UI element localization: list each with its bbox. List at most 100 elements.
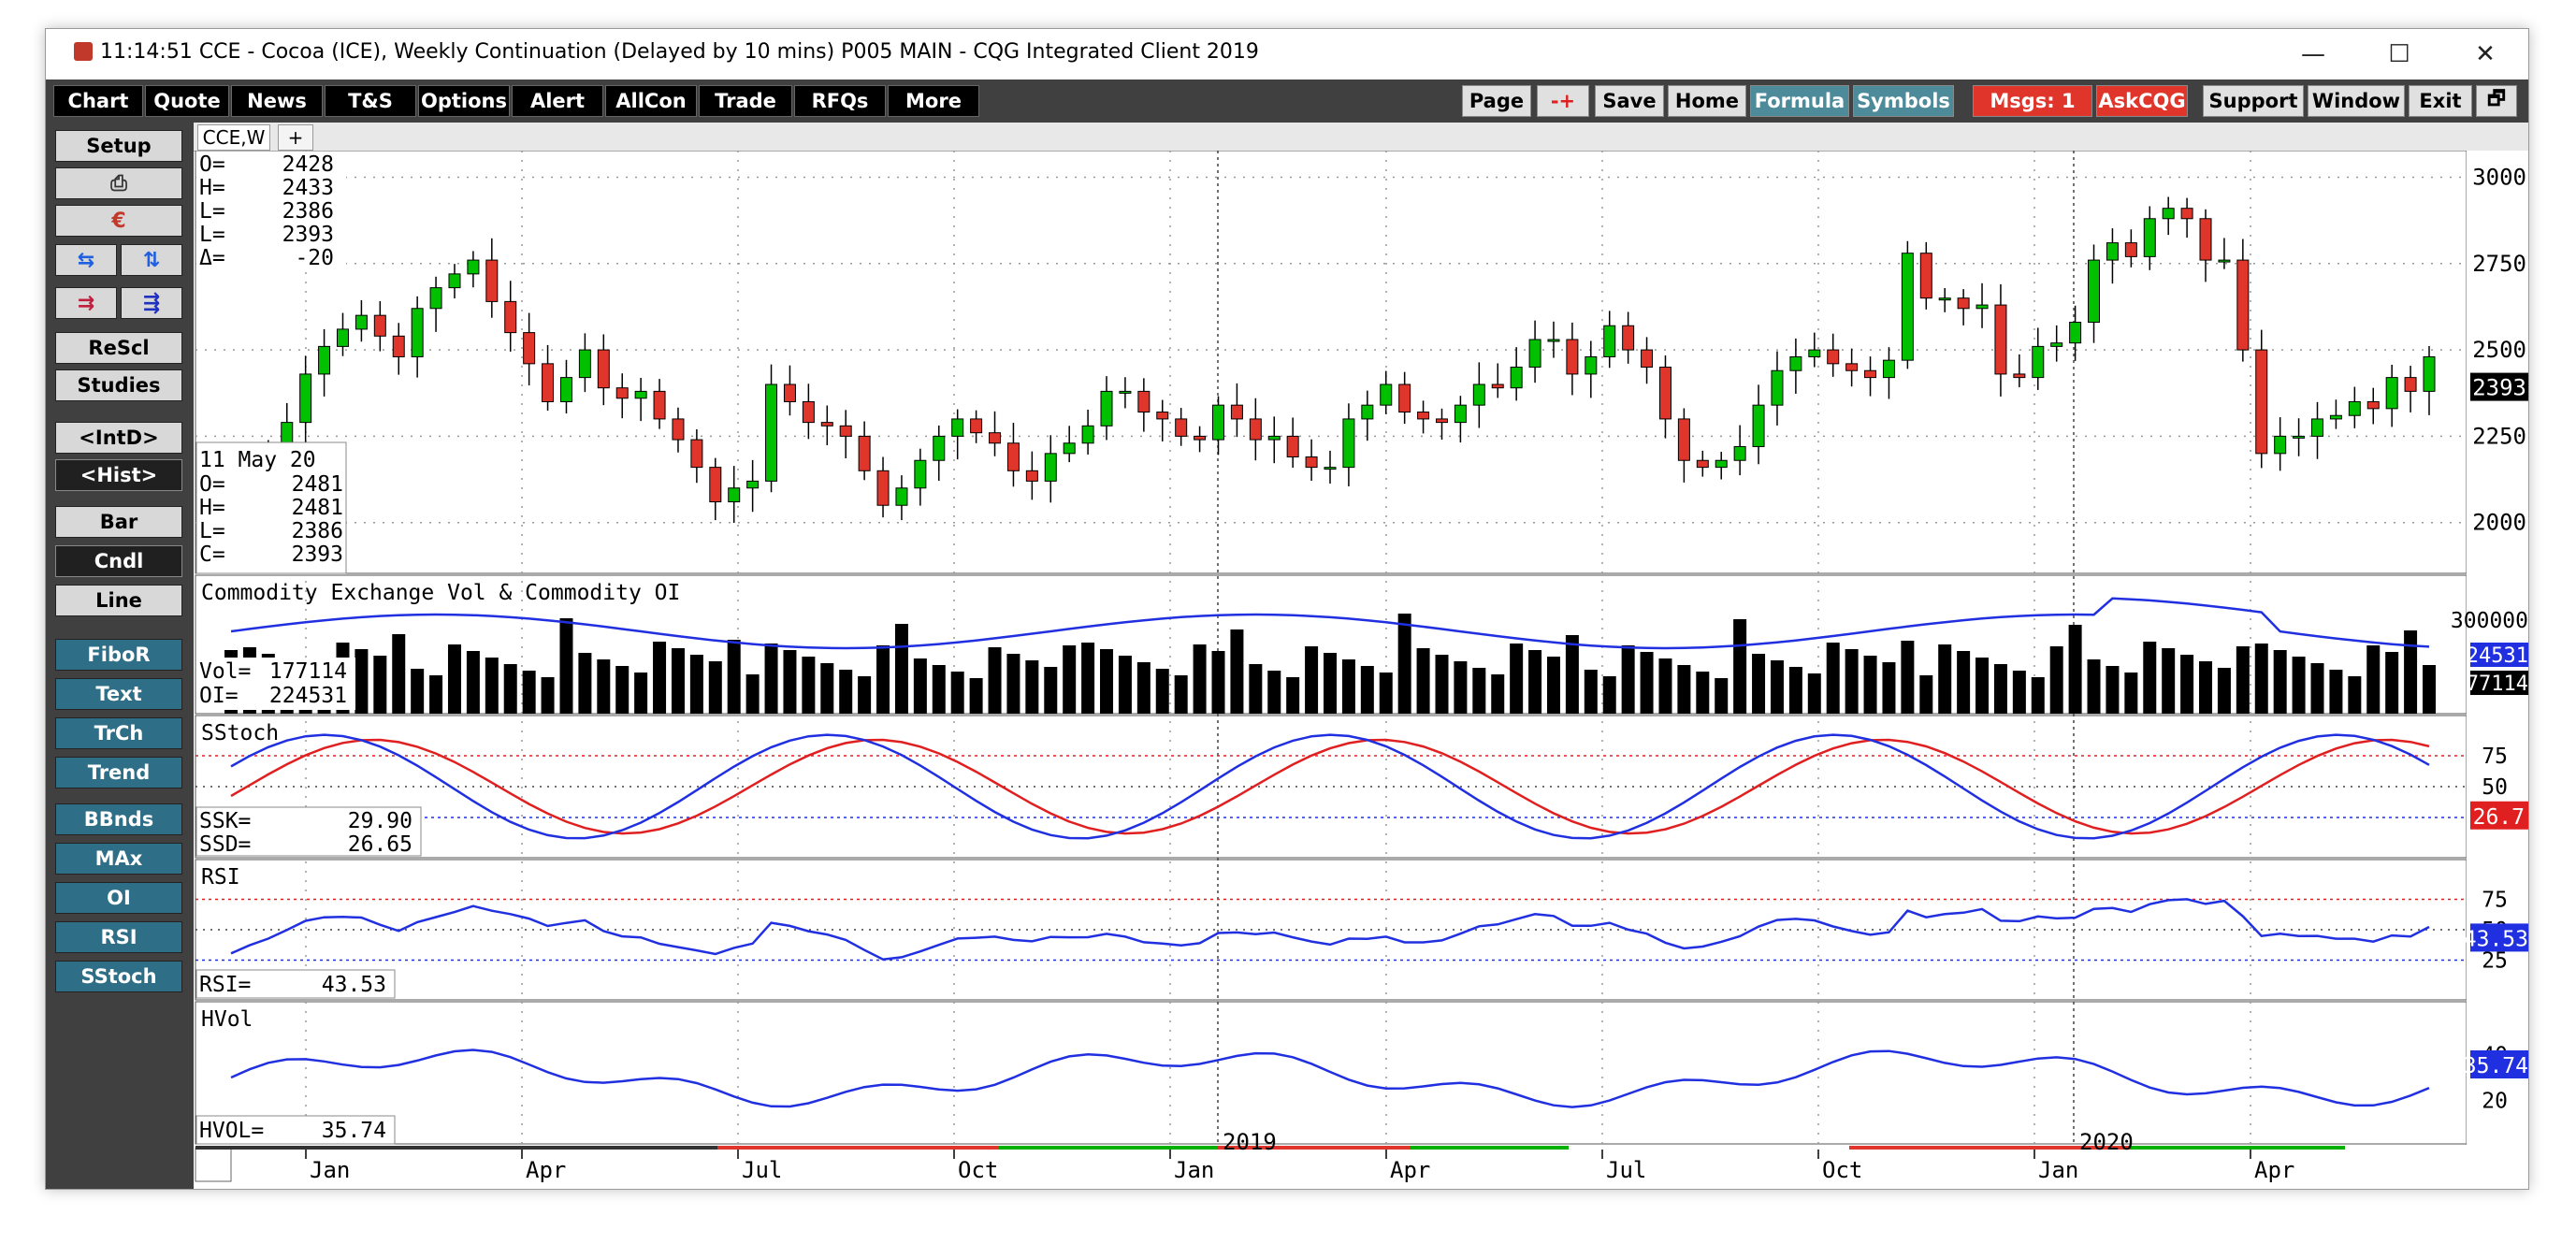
sstoch-last-bg (2470, 801, 2528, 830)
vol-bar-66 (1454, 661, 1468, 714)
candle-body-90 (1901, 253, 1914, 361)
vol-bar-103 (2143, 642, 2157, 714)
menu-trade[interactable]: Trade (699, 85, 792, 117)
studies-button[interactable]: Studies (55, 369, 182, 401)
historical-button[interactable]: <Hist> (55, 459, 182, 491)
vol-bar-67 (1472, 668, 1486, 714)
sstoch-button[interactable]: SStoch (55, 961, 182, 992)
intraday-button[interactable]: <IntD> (55, 422, 182, 454)
zoom-button[interactable]: -+ (1537, 85, 1589, 117)
menu-alert[interactable]: Alert (512, 85, 603, 117)
bar-button[interactable]: Bar (55, 506, 182, 538)
vol-bar-118 (2423, 665, 2436, 714)
menu-more[interactable]: More (888, 85, 979, 117)
close-button[interactable]: ✕ (2475, 40, 2496, 68)
tab-cce-weekly[interactable]: CCE,W (197, 124, 270, 151)
max-button[interactable]: MAx (55, 843, 182, 875)
exit-button[interactable]: Exit (2409, 85, 2472, 117)
compress-icon[interactable]: ⇉ (55, 287, 117, 319)
candle-body-8 (373, 314, 386, 337)
candle-body-113 (2329, 414, 2342, 420)
rescale-button[interactable]: ReScl (55, 332, 182, 364)
candle-body-37 (914, 459, 927, 489)
menu-rfqs[interactable]: RFQs (794, 85, 886, 117)
askcqg-button[interactable]: AskCQG (2096, 85, 2188, 117)
minimize-button[interactable]: — (2301, 40, 2325, 68)
candle-body-5 (318, 345, 331, 375)
menu-options[interactable]: Options (418, 85, 510, 117)
menu-allcon[interactable]: AllCon (605, 85, 697, 117)
cursor-value-0: 2481 (292, 472, 343, 497)
messages-button[interactable]: Msgs: 1 (1973, 85, 2092, 117)
candle-body-79 (1696, 459, 1709, 469)
candle-body-104 (2162, 208, 2175, 220)
chart-svg[interactable]: 3000 2750 2500 2250 2000 2393 O= 2428 H= 2433 L= 23… (194, 151, 2528, 1189)
home-button[interactable]: Home (1668, 85, 1746, 117)
vol-bar-52 (1193, 644, 1207, 714)
candle-body-47 (1100, 390, 1113, 427)
line-button[interactable]: Line (55, 585, 182, 616)
formula-button[interactable]: Formula (1750, 85, 1849, 117)
window-menu-button[interactable]: Window (2308, 85, 2405, 117)
ohlc-value-0: 2428 (282, 152, 334, 177)
candle-body-84 (1789, 355, 1802, 371)
menu-news[interactable]: News (231, 85, 323, 117)
candle-body-44 (1044, 453, 1057, 482)
ssk-line (230, 733, 2430, 840)
page-button[interactable]: Page (1462, 85, 1531, 117)
sstoch-tick-50: 50 (2482, 775, 2508, 800)
hvol-tick-20: 20 (2482, 1089, 2508, 1113)
symbols-button[interactable]: Symbols (1853, 85, 1954, 117)
vol-bar-35 (876, 645, 890, 714)
vol-bar-49 (1136, 662, 1151, 714)
candle-body-34 (858, 435, 871, 471)
candle-body-29 (765, 383, 778, 482)
candle-body-6 (336, 328, 349, 347)
vol-bar-17 (541, 677, 555, 714)
vol-bar-41 (988, 647, 1002, 714)
restore-icon[interactable]: 🗗 (2476, 85, 2517, 117)
oi-value: 224531 (269, 684, 347, 708)
candle-body-28 (746, 480, 760, 489)
setup-button[interactable]: Setup (55, 130, 182, 162)
candle-body-16 (523, 332, 536, 365)
candle-body-12 (448, 273, 461, 289)
rsi-button[interactable]: RSI (55, 921, 182, 953)
bbands-button[interactable]: BBnds (55, 803, 182, 835)
menu-ts[interactable]: T&S (325, 85, 416, 117)
menu-quote[interactable]: Quote (145, 85, 229, 117)
expand-icon[interactable]: ⇶ (121, 287, 182, 319)
vol-bar-58 (1305, 646, 1319, 714)
trch-button[interactable]: TrCh (55, 717, 182, 749)
candle-body-19 (578, 349, 591, 379)
tab-row: CCE,W + (194, 123, 2528, 152)
vol-bar-92 (1938, 644, 1952, 714)
text-button[interactable]: Text (55, 678, 182, 710)
add-tab-button[interactable]: + (278, 124, 313, 151)
maximize-button[interactable]: ☐ (2388, 40, 2410, 68)
menu-chart[interactable]: Chart (53, 85, 143, 117)
vol-bar-51 (1174, 675, 1188, 714)
vol-bar-97 (2031, 677, 2045, 714)
swap-vertical-icon[interactable]: ⇅ (121, 244, 182, 276)
swap-horizontal-icon[interactable]: ⇆ (55, 244, 117, 276)
trend-button[interactable]: Trend (55, 757, 182, 788)
rsi-line (230, 898, 2430, 961)
printer-icon[interactable]: ⎙ (55, 167, 182, 199)
rsi-tick-25: 25 (2482, 949, 2508, 974)
oi-button[interactable]: OI (55, 882, 182, 914)
candle-body-15 (504, 300, 517, 334)
x-axis-corner (195, 1147, 232, 1182)
fibor-button[interactable]: FiboR (55, 639, 182, 671)
candle-body-117 (2404, 377, 2417, 392)
x-axis-bg (194, 1146, 2467, 1189)
candle-button[interactable]: Cndl (55, 545, 182, 577)
vol-value: 177114 (269, 659, 347, 684)
support-button[interactable]: Support (2203, 85, 2304, 117)
rsi-label: RSI= (199, 973, 251, 997)
vol-last-label: 177114 (2454, 673, 2528, 696)
vol-bar-42 (1006, 654, 1020, 714)
vol-bar-8 (373, 656, 387, 714)
currency-icon[interactable]: € (55, 205, 182, 237)
save-button[interactable]: Save (1595, 85, 1664, 117)
